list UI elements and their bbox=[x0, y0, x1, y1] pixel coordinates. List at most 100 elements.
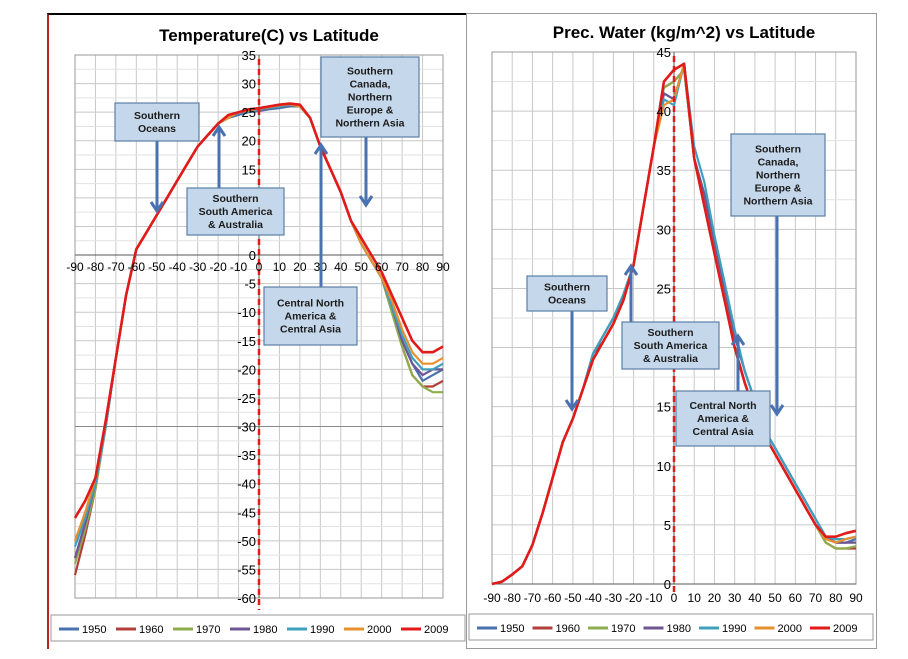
x-tick-label: -20 bbox=[625, 591, 643, 605]
x-tick-label: -30 bbox=[605, 591, 623, 605]
x-tick-label: 50 bbox=[355, 260, 369, 274]
x-tick-label: -80 bbox=[87, 260, 105, 274]
annotation-box bbox=[114, 102, 200, 142]
x-tick-label: 90 bbox=[849, 591, 863, 605]
legend-label: 2000 bbox=[367, 624, 391, 636]
legend-label: 1980 bbox=[667, 623, 691, 635]
y-tick-label: -5 bbox=[244, 277, 256, 292]
annotation-box bbox=[675, 390, 771, 447]
annotation-text: Central Asia bbox=[280, 324, 341, 336]
precipitable-water-chart: Prec. Water (kg/m^2) vs Latitude 45 40 35 30… bbox=[468, 23, 874, 641]
x-tick-label: -40 bbox=[169, 260, 187, 274]
annotation-text: Oceans bbox=[548, 295, 586, 307]
x-tick-label: -80 bbox=[504, 591, 522, 605]
y-tick-label: 30 bbox=[657, 222, 671, 237]
y-tick-label: 25 bbox=[657, 281, 671, 296]
annotation-box bbox=[186, 187, 285, 236]
annotation-arrow-head bbox=[313, 142, 329, 155]
x-tick-label: 0 bbox=[256, 260, 263, 274]
legend-label: 1990 bbox=[722, 623, 746, 635]
annotation-arrow-head bbox=[358, 195, 374, 208]
annotation-text: Northern bbox=[756, 170, 800, 182]
annotation-text: America & bbox=[697, 413, 749, 425]
annotation-arrow-head bbox=[211, 124, 227, 137]
x-tick-label: 80 bbox=[416, 260, 430, 274]
annotation-text: Southern bbox=[544, 282, 590, 294]
x-tick-label: -60 bbox=[128, 260, 146, 274]
legend-label: 1990 bbox=[310, 624, 334, 636]
annotation-text: South America bbox=[634, 340, 708, 352]
annotation-box bbox=[526, 275, 608, 312]
legend-label: 2009 bbox=[424, 624, 448, 636]
x-tick-label: 20 bbox=[708, 591, 722, 605]
annotation-box bbox=[320, 56, 420, 138]
x-tick-label: -40 bbox=[584, 591, 602, 605]
temperature-chart-panel: Temperature(C) vs Latitude 35 30 25 20 15 10 50… bbox=[47, 13, 469, 649]
y-tick-label: -35 bbox=[237, 448, 256, 463]
annotation-arrow-head bbox=[769, 404, 785, 417]
annotation-arrow-head bbox=[564, 399, 580, 412]
legend-label: 1950 bbox=[82, 624, 106, 636]
legend-label: 1950 bbox=[500, 623, 524, 635]
annotation-text: Southern bbox=[647, 327, 693, 339]
x-tick-label: -90 bbox=[66, 260, 84, 274]
x-tick-label: -50 bbox=[148, 260, 166, 274]
legend-label: 1960 bbox=[556, 623, 580, 635]
x-tick-label: 10 bbox=[688, 591, 702, 605]
annotation-text: Europe & bbox=[755, 183, 802, 195]
y-tick-label: 15 bbox=[242, 162, 256, 177]
y-tick-label: -40 bbox=[237, 477, 256, 492]
y-tick-label: -45 bbox=[237, 505, 256, 520]
y-tick-label: 0 bbox=[664, 577, 671, 592]
annotation-text: Northern Asia bbox=[335, 118, 404, 130]
chart-title: Temperature(C) vs Latitude bbox=[159, 26, 379, 45]
y-tick-label: -30 bbox=[237, 420, 256, 435]
x-tick-label: 40 bbox=[334, 260, 348, 274]
annotation-text: & Australia bbox=[643, 353, 698, 365]
x-tick-label: -70 bbox=[107, 260, 125, 274]
annotation-text: America & bbox=[285, 311, 337, 323]
x-tick-label: 70 bbox=[809, 591, 823, 605]
legend-label: 1960 bbox=[139, 624, 163, 636]
annotation-box bbox=[621, 321, 720, 370]
annotation-text: Southern bbox=[347, 66, 393, 78]
annotation-box bbox=[263, 286, 358, 346]
annotation-text: Southern bbox=[212, 193, 258, 205]
x-tick-label: 60 bbox=[789, 591, 803, 605]
annotation-text: Canada, bbox=[758, 157, 799, 169]
y-tick-label: 30 bbox=[242, 77, 256, 92]
legend: 1950 1960 1970 1980 1990 2000 2009 bbox=[468, 613, 874, 641]
y-tick-label: 20 bbox=[242, 134, 256, 149]
y-tick-label: -20 bbox=[237, 362, 256, 377]
annotation-arrow-head bbox=[623, 263, 639, 276]
x-tick-label: 40 bbox=[748, 591, 762, 605]
x-tick-label: -10 bbox=[645, 591, 663, 605]
y-tick-label: 35 bbox=[242, 48, 256, 63]
legend-label: 1970 bbox=[611, 623, 635, 635]
y-tick-label: 25 bbox=[242, 105, 256, 120]
annotation-text: Central North bbox=[277, 298, 344, 310]
x-tick-label: -20 bbox=[209, 260, 227, 274]
x-tick-label: -50 bbox=[564, 591, 582, 605]
annotation-text: Central Asia bbox=[693, 426, 754, 438]
legend-label: 1980 bbox=[253, 624, 277, 636]
annotation-text: Southern bbox=[134, 110, 180, 122]
x-tick-label: -70 bbox=[524, 591, 542, 605]
x-tick-label: 0 bbox=[671, 591, 678, 605]
x-tick-label: -30 bbox=[189, 260, 207, 274]
annotation-text: Oceans bbox=[138, 123, 176, 135]
y-tick-label: -55 bbox=[237, 562, 256, 577]
annotation-text: Central North bbox=[689, 400, 756, 412]
legend-label: 2000 bbox=[778, 623, 802, 635]
annotation-text: Canada, bbox=[350, 79, 391, 91]
series-line-2009 bbox=[73, 102, 444, 519]
legend-label: 1970 bbox=[196, 624, 220, 636]
y-tick-label: 45 bbox=[657, 45, 671, 60]
